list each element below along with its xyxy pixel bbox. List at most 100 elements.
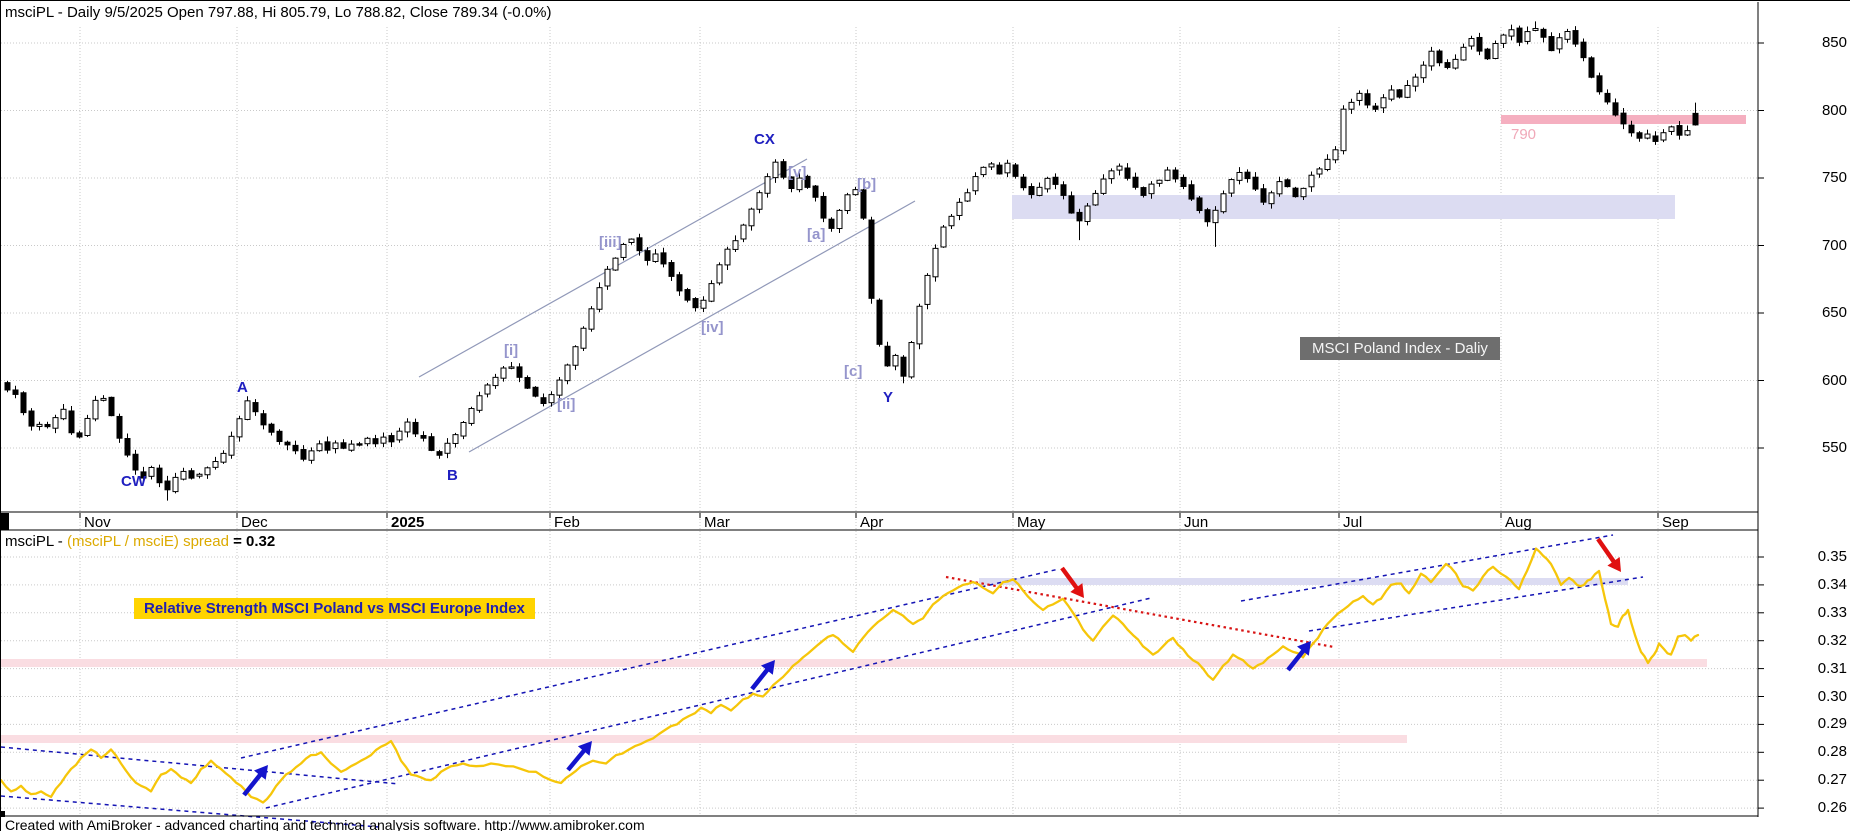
candle — [644, 250, 651, 261]
candle — [1212, 209, 1219, 224]
candle — [212, 461, 219, 468]
candle — [1668, 126, 1675, 132]
candle — [444, 442, 451, 454]
candle — [1228, 179, 1235, 194]
spread-chart-plot-area[interactable] — [1, 531, 1758, 816]
candle — [716, 264, 723, 284]
candle — [1172, 169, 1179, 180]
candle — [204, 467, 211, 476]
candle — [20, 392, 27, 414]
candle — [1060, 184, 1067, 196]
candle — [1492, 43, 1499, 59]
candle — [1364, 93, 1371, 106]
candle — [1116, 165, 1123, 171]
rs-channel-dashed-line — [1, 746, 400, 785]
candle — [1436, 50, 1443, 64]
index-name-badge: MSCI Poland Index - Daliy — [1300, 337, 1500, 360]
price-chart-plot-area[interactable] — [1, 26, 1758, 512]
candle — [660, 252, 667, 265]
rs-level-band-031 — [1, 659, 1707, 667]
candle — [372, 438, 379, 445]
candle — [252, 402, 259, 413]
candle — [1052, 176, 1059, 185]
candle — [1092, 192, 1099, 206]
candle — [148, 466, 155, 477]
candle — [316, 443, 323, 452]
candle — [636, 237, 643, 252]
month-axis-label: 2025 — [391, 514, 425, 531]
candle — [812, 185, 819, 198]
rs-channel-dashed-line — [1240, 534, 1614, 602]
elliott-wave-label: [iv] — [701, 319, 724, 336]
candle — [36, 423, 43, 427]
price-axis-tick: 600 — [1821, 371, 1847, 389]
candle — [804, 175, 811, 188]
spread-axis-tick: 0.35 — [1817, 548, 1847, 565]
candle — [724, 248, 731, 266]
candle — [676, 274, 683, 292]
candle — [452, 434, 459, 444]
price-pane-title: msciPL - Daily 9/5/2025 Open 797.88, Hi … — [5, 4, 552, 21]
price-axis-tick: 850 — [1821, 34, 1847, 51]
candle — [620, 243, 627, 258]
candle — [84, 417, 91, 436]
candle — [764, 176, 771, 194]
candlestick-series — [4, 21, 1699, 501]
candle — [1220, 193, 1227, 213]
elliott-wave-label: [a] — [807, 226, 826, 243]
candle — [1548, 36, 1555, 52]
candle — [1156, 179, 1163, 184]
candle — [868, 219, 875, 299]
gridlines — [1, 27, 1764, 814]
candle — [100, 397, 107, 401]
candle — [388, 435, 395, 443]
spread-axis-tick: 0.29 — [1817, 715, 1847, 733]
month-axis-label: Apr — [860, 514, 884, 531]
candle — [532, 386, 539, 397]
spread-title-value: = 0.32 — [228, 533, 276, 550]
candle — [460, 421, 467, 437]
candle — [940, 226, 947, 248]
candle — [332, 442, 339, 450]
elliott-wave-label: [c] — [844, 363, 863, 380]
candle — [1500, 34, 1507, 44]
candle — [284, 441, 291, 446]
candle — [1580, 41, 1587, 59]
candle — [1572, 30, 1579, 45]
candle — [1396, 89, 1403, 98]
candle — [1372, 105, 1379, 110]
candle — [196, 473, 203, 477]
candle — [500, 367, 507, 379]
candle — [1108, 170, 1115, 180]
spread-pane-title: msciPL - (msciPL / msciE) spread = 0.32 — [5, 533, 275, 550]
down-trend-arrow — [1060, 566, 1084, 598]
candle — [844, 194, 851, 212]
spread-title-prefix: msciPL - — [5, 533, 67, 550]
month-axis-label: Jun — [1184, 514, 1209, 531]
month-axis-label: Dec — [241, 514, 268, 531]
candle — [604, 268, 611, 287]
candle — [1044, 177, 1051, 190]
candle — [1524, 31, 1531, 42]
candle — [772, 161, 779, 179]
rs-resistance-band — [979, 578, 1628, 585]
candle — [1324, 158, 1331, 171]
spread-axis-tick: 0.33 — [1817, 603, 1847, 621]
candle — [140, 471, 147, 479]
candle — [884, 345, 891, 367]
candle — [972, 176, 979, 192]
spread-axis-tick: 0.31 — [1817, 659, 1847, 677]
candle — [956, 201, 963, 216]
candle — [1692, 112, 1699, 126]
candle — [1276, 181, 1283, 195]
candle — [1412, 76, 1419, 87]
month-axis-label: Sep — [1662, 514, 1689, 531]
candle — [356, 443, 363, 446]
candle — [1660, 132, 1667, 141]
candle — [1628, 124, 1635, 134]
candle — [68, 410, 75, 434]
candle — [268, 423, 275, 433]
candle — [908, 342, 915, 378]
candle — [1132, 176, 1139, 188]
